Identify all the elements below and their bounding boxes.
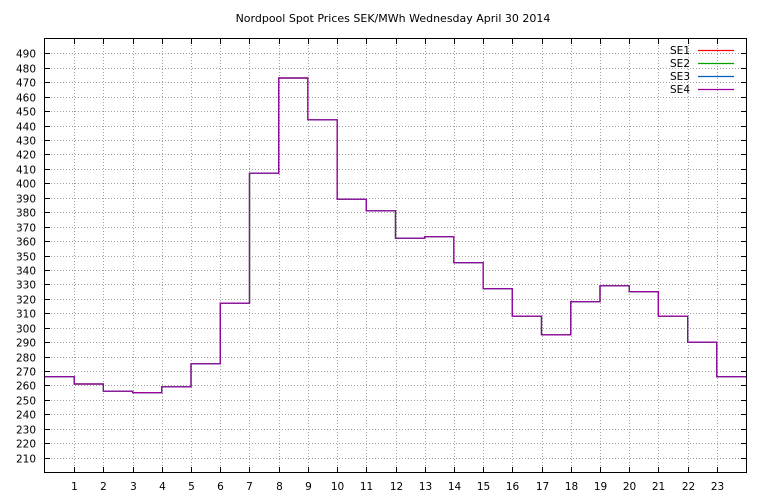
y-tick-label: 250 <box>16 396 36 408</box>
y-tick-label: 230 <box>16 425 36 437</box>
y-tick-label: 420 <box>16 150 36 162</box>
y-tick-label: 370 <box>16 223 36 235</box>
x-axis-ticks: 1 2 3 4 5 6 7 8 9 10 11 12 13 14 15 16 17 18 19 20 21 22 23 <box>71 39 724 493</box>
x-tick-label: 12 <box>390 481 403 493</box>
y-tick-label: 430 <box>16 136 36 148</box>
y-tick-label: 490 <box>16 49 36 61</box>
y-tick-label: 320 <box>16 295 36 307</box>
y-tick-label: 300 <box>16 324 36 336</box>
grid-lines <box>45 39 746 472</box>
x-tick-label: 2 <box>100 481 107 493</box>
y-tick-label: 280 <box>16 353 36 365</box>
x-tick-label: 4 <box>159 481 166 493</box>
legend-label-se2: SE2 <box>670 58 690 70</box>
x-tick-label: 5 <box>188 481 195 493</box>
y-tick-label: 450 <box>16 107 36 119</box>
x-tick-label: 14 <box>448 481 462 493</box>
x-tick-label: 9 <box>305 481 312 493</box>
x-tick-label: 20 <box>623 481 636 493</box>
y-tick-label: 460 <box>16 93 36 105</box>
x-tick-label: 17 <box>536 481 549 493</box>
x-tick-label: 1 <box>71 481 78 493</box>
x-tick-label: 3 <box>130 481 137 493</box>
y-tick-label: 340 <box>16 266 36 278</box>
x-tick-label: 13 <box>419 481 432 493</box>
x-tick-label: 19 <box>594 481 607 493</box>
y-tick-label: 270 <box>16 367 36 379</box>
y-tick-label: 440 <box>16 122 36 134</box>
x-tick-label: 11 <box>360 481 373 493</box>
x-tick-label: 10 <box>331 481 344 493</box>
y-tick-label: 470 <box>16 78 36 90</box>
x-tick-label: 21 <box>652 481 665 493</box>
plot-frame <box>44 38 747 473</box>
legend-label-se4: SE4 <box>670 84 690 96</box>
legend-label-se3: SE3 <box>670 71 690 83</box>
y-tick-label: 210 <box>16 454 36 466</box>
y-tick-label: 240 <box>16 410 36 422</box>
x-tick-label: 15 <box>477 481 490 493</box>
x-tick-label: 16 <box>506 481 520 493</box>
y-tick-label: 330 <box>16 280 36 292</box>
y-tick-label: 310 <box>16 309 36 321</box>
y-axis-ticks: 210 220 230 240 250 260 270 280 290 300 310 320 330 3… <box>16 49 746 466</box>
legend-label-se1: SE1 <box>670 45 690 57</box>
y-tick-label: 290 <box>16 338 36 350</box>
y-tick-label: 400 <box>16 179 36 191</box>
x-tick-label: 18 <box>565 481 578 493</box>
x-tick-label: 22 <box>682 481 695 493</box>
x-tick-label: 7 <box>246 481 253 493</box>
x-tick-label: 6 <box>217 481 224 493</box>
y-tick-label: 390 <box>16 194 36 206</box>
y-tick-label: 360 <box>16 237 36 249</box>
y-tick-label: 220 <box>16 439 36 451</box>
series-line-se4 <box>45 77 746 394</box>
x-tick-label: 8 <box>276 481 283 493</box>
y-tick-label: 350 <box>16 252 36 264</box>
y-tick-label: 410 <box>16 165 36 177</box>
chart-title: Nordpool Spot Prices SEK/MWh Wednesday A… <box>236 12 551 25</box>
series-layer <box>45 77 746 394</box>
x-tick-label: 23 <box>711 481 724 493</box>
y-tick-label: 480 <box>16 64 36 76</box>
y-tick-label: 380 <box>16 208 36 220</box>
y-tick-label: 260 <box>16 381 36 393</box>
